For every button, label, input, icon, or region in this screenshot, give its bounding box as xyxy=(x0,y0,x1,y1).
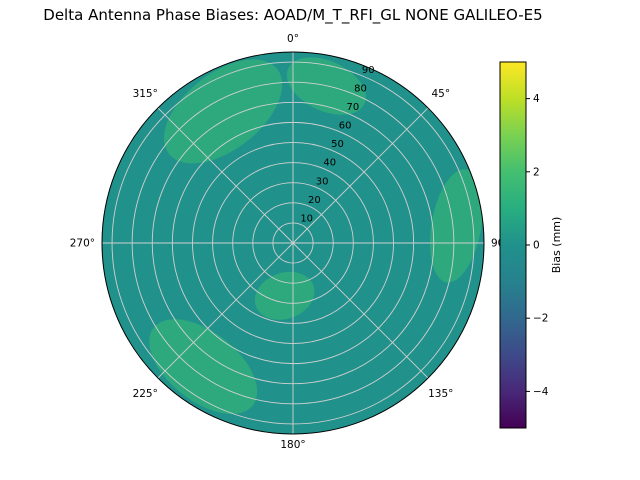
angular-tick-label: 270° xyxy=(70,238,95,250)
angular-tick-label: 135° xyxy=(428,388,453,400)
high-bias-region xyxy=(429,169,483,283)
radial-tick-label: 20 xyxy=(308,195,321,206)
high-bias-region xyxy=(254,271,315,320)
colorbar xyxy=(499,61,527,429)
colorbar-tick-label: 4 xyxy=(533,93,540,105)
angular-tick-label: 0° xyxy=(287,33,299,45)
radial-tick-label: 30 xyxy=(316,176,329,187)
grid-spoke xyxy=(292,242,429,379)
polar-spine xyxy=(101,51,485,435)
radial-tick-label: 60 xyxy=(339,121,352,132)
radial-tick-label: 40 xyxy=(323,158,336,169)
angular-tick-label: 225° xyxy=(133,388,158,400)
radial-tick-label: 70 xyxy=(346,102,359,113)
grid-spoke xyxy=(157,107,294,244)
colorbar-label: Bias (mm) xyxy=(550,217,563,274)
radial-tick-label: 80 xyxy=(354,83,367,94)
high-bias-region xyxy=(149,319,258,414)
angular-tick-label: 315° xyxy=(133,88,158,100)
radial-tick-label: 50 xyxy=(331,139,344,150)
grid-spoke xyxy=(157,242,294,379)
polar-grid xyxy=(102,52,484,434)
high-bias-region xyxy=(163,59,283,164)
radial-tick-label: 90 xyxy=(362,65,375,76)
colorbar-tick-label: −2 xyxy=(533,313,548,325)
colorbar-tick-label: −4 xyxy=(533,386,549,398)
angular-tick-label: 180° xyxy=(280,439,305,451)
angular-tick-label: 45° xyxy=(431,88,450,100)
radial-tick-label: 10 xyxy=(300,213,313,224)
colorbar-tick-label: 2 xyxy=(533,166,540,178)
grid-spoke xyxy=(292,107,429,244)
colorbar-tick-label: 0 xyxy=(533,240,540,252)
chart-title: Delta Antenna Phase Biases: AOAD/M_T_RFI… xyxy=(43,6,543,24)
